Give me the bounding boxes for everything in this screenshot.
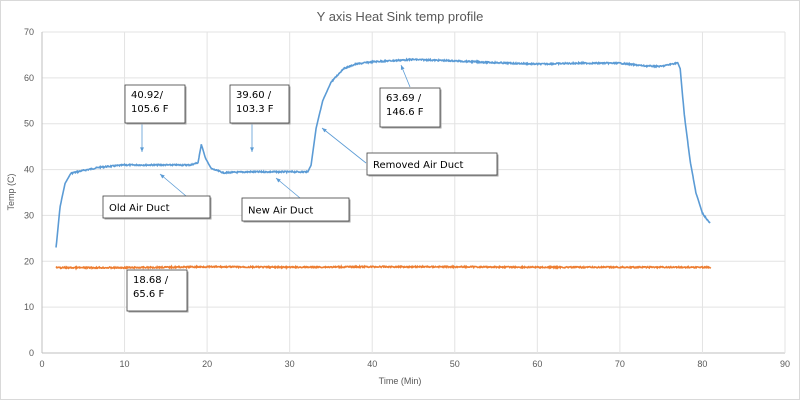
annotation-box [102,195,211,219]
annotation-box [229,84,290,124]
arrowhead-icon [400,65,405,70]
series-line-ambient [55,264,712,271]
x-tick-label: 30 [285,359,295,369]
annotation-new-label: New Air Duct [241,177,351,223]
annotation-text: Removed Air Duct [373,160,464,171]
y-tick-label: 50 [24,119,34,129]
y-tick-label: 0 [29,348,34,358]
annotation-box [366,152,498,176]
y-tick-label: 40 [24,165,34,175]
annotation-arrow [275,177,301,199]
annotation-old-peak: 40.92/105.6 F [124,84,187,152]
series-line-heat-sink [55,57,711,248]
arrowhead-icon [250,147,254,152]
arrowhead-icon [160,174,165,179]
x-tick-label: 10 [120,359,130,369]
arrowhead-icon [140,147,144,152]
x-tick-label: 90 [780,359,790,369]
x-tick-label: 50 [450,359,460,369]
annotation-arrow [321,127,367,164]
annotation-text: 18.68 / [133,275,169,286]
y-tick-label: 20 [24,256,34,266]
annotation-text: New Air Duct [248,206,313,217]
annotation-text: 39.60 / [236,90,272,101]
x-tick-label: 80 [697,359,707,369]
y-axis-label: Temp (C) [6,173,16,210]
y-tick-label: 60 [24,73,34,83]
annotation-box [124,84,186,124]
annotation-text: 40.92/ [131,90,164,101]
annotation-text: 146.6 F [386,107,424,118]
annotation-box [126,269,188,312]
annotation-text: 63.69 / [386,93,422,104]
arrowhead-icon [322,128,327,133]
x-tick-label: 40 [367,359,377,369]
y-tick-label: 70 [24,27,34,37]
x-tick-label: 60 [532,359,542,369]
x-tick-label: 0 [39,359,44,369]
x-tick-label: 70 [615,359,625,369]
annotation-box [241,197,350,222]
x-tick-label: 20 [202,359,212,369]
annotation-removed-peak: 63.69 / 146.6 F [379,64,442,129]
chart-title: Y axis Heat Sink temp profile [317,9,484,24]
annotation-new-peak: 39.60 / 103.3 F [229,84,291,152]
annotation-text: 105.6 F [131,104,169,115]
y-tick-label: 10 [24,302,34,312]
annotation-removed-label: Removed Air Duct [321,127,499,177]
arrowhead-icon [276,178,281,183]
y-tick-label: 30 [24,210,34,220]
annotation-text: 65.6 F [133,289,164,300]
annotation-text: 103.3 F [236,104,274,115]
annotation-box [379,87,441,128]
annotation-old-label: Old Air Duct [102,173,212,220]
x-axis-label: Time (Min) [379,376,422,386]
annotation-arrow [159,173,187,197]
annotation-ambient: 18.68 / 65.6 F [126,269,189,313]
annotation-text: Old Air Duct [109,203,170,214]
